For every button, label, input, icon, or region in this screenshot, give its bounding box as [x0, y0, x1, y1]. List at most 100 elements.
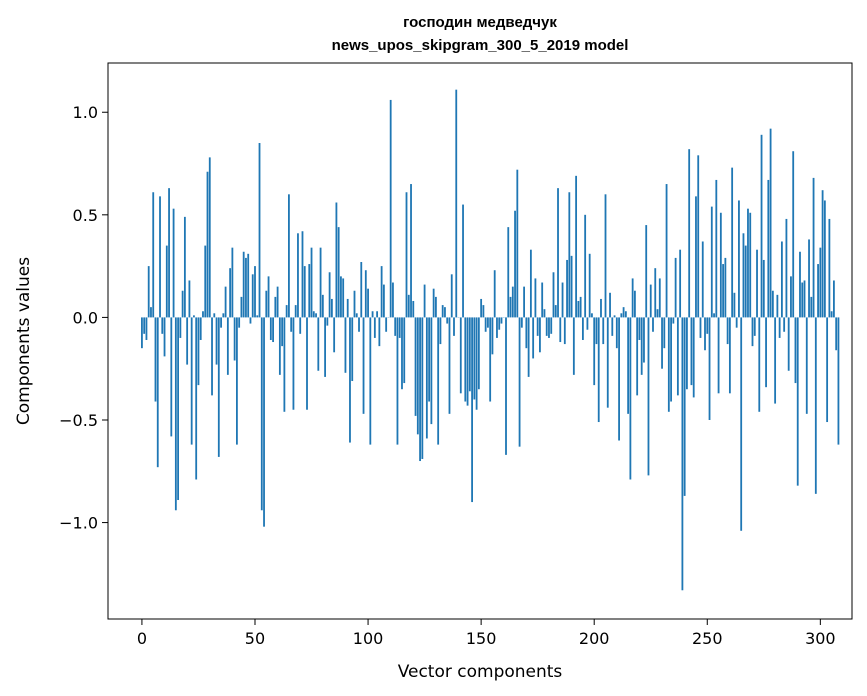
bar: [423, 284, 426, 318]
bar: [629, 317, 632, 480]
bar: [283, 317, 286, 412]
bar: [611, 317, 614, 336]
bar: [382, 284, 385, 318]
bar: [769, 128, 772, 318]
bar: [552, 272, 555, 318]
bar: [351, 317, 354, 382]
bar: [622, 307, 625, 318]
bar: [190, 317, 193, 445]
bar: [428, 317, 431, 402]
bar: [211, 317, 213, 396]
bar: [310, 247, 313, 318]
bar: [297, 233, 299, 318]
bar: [398, 317, 401, 338]
y-tick-label: 1.0: [73, 103, 98, 122]
bar: [186, 317, 189, 365]
bar: [324, 317, 326, 377]
bar: [202, 311, 204, 318]
bar: [373, 317, 376, 338]
bar: [224, 286, 227, 318]
bar: [163, 317, 166, 357]
bar: [735, 317, 738, 328]
bar: [643, 317, 645, 363]
bar: [484, 317, 487, 332]
bar: [613, 315, 616, 318]
bar: [751, 317, 754, 347]
bar: [414, 317, 417, 416]
bar: [199, 317, 202, 340]
bar: [742, 233, 745, 318]
bar: [543, 309, 546, 318]
bar: [604, 194, 607, 318]
bar: [835, 317, 838, 351]
bar: [251, 274, 254, 318]
x-tick-label: 0: [137, 629, 147, 648]
bar: [299, 317, 302, 334]
bar: [563, 317, 566, 345]
bar: [681, 317, 684, 591]
bar: [226, 317, 229, 375]
bar: [468, 317, 471, 392]
bar: [581, 317, 584, 340]
bar: [272, 317, 274, 343]
y-axis-label: Components values: [14, 257, 34, 425]
bar: [828, 218, 831, 318]
bar: [439, 317, 442, 345]
bar: [319, 247, 322, 318]
bar: [683, 317, 686, 496]
bar: [496, 317, 498, 338]
bar: [593, 317, 596, 386]
x-tick-label: 300: [805, 629, 836, 648]
bar: [833, 280, 835, 318]
bar: [584, 214, 587, 318]
bar: [674, 257, 677, 318]
bar: [459, 317, 462, 394]
bar: [771, 290, 774, 318]
bar: [665, 184, 668, 318]
bar: [165, 245, 168, 318]
bar: [376, 311, 379, 318]
bar: [624, 311, 627, 318]
bar: [663, 317, 666, 349]
bar: [776, 294, 779, 318]
bar: [274, 296, 277, 318]
y-tick-label: 0.5: [73, 206, 98, 225]
bar: [154, 317, 157, 402]
bar: [188, 280, 191, 318]
bar: [509, 296, 512, 318]
bar: [265, 290, 268, 318]
bar: [618, 317, 620, 441]
bar: [631, 278, 634, 318]
bar: [539, 317, 541, 353]
bar: [600, 298, 602, 318]
bar: [177, 317, 180, 501]
bar: [240, 296, 243, 318]
y-tick-label: −1.0: [59, 514, 98, 533]
bar: [523, 286, 525, 318]
bar: [276, 286, 279, 318]
bar: [819, 247, 822, 318]
bar: [471, 317, 473, 503]
bar: [758, 317, 761, 412]
bar: [238, 317, 241, 328]
bar: [606, 317, 609, 408]
bar: [141, 317, 143, 349]
bar: [480, 298, 483, 318]
bar: [254, 266, 256, 318]
bar: [260, 317, 263, 511]
bar: [487, 317, 489, 328]
bar: [566, 259, 568, 318]
bar: [416, 317, 419, 435]
bar: [197, 317, 200, 386]
bar: [667, 317, 670, 412]
bar: [726, 317, 729, 345]
bar: [353, 290, 356, 318]
bar: [446, 317, 449, 324]
bar: [258, 143, 261, 318]
x-tick-label: 50: [245, 629, 265, 648]
plot-frame: [107, 62, 853, 620]
bar: [206, 171, 209, 318]
bar: [796, 317, 799, 486]
bar: [520, 317, 523, 328]
bar: [360, 262, 363, 318]
